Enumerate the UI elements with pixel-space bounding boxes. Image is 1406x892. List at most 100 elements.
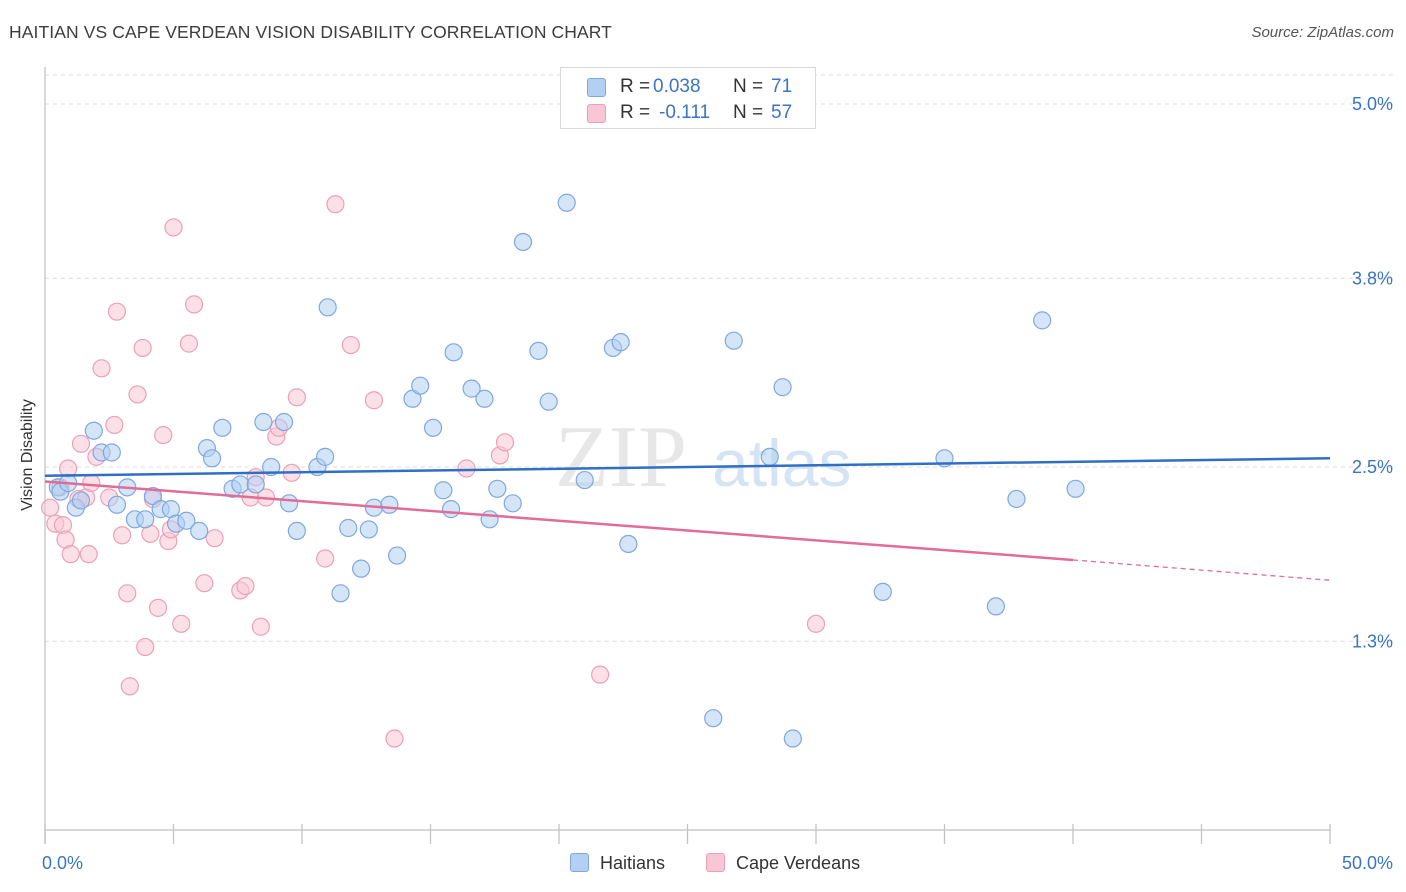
cape-verdeans-trend-extension [1072,559,1331,581]
axes [44,67,1331,844]
haitian-point [136,510,155,529]
cape-verdeans-legend-swatch [706,853,725,872]
cape-verdean-point [495,433,515,452]
cape-verdean-point [61,545,80,564]
haitian-point [1066,479,1085,498]
y-tick-label: 5.0% [1352,94,1393,114]
haitian-point [262,457,281,477]
cape-verdean-point [41,498,60,517]
haitian-point [387,546,407,565]
haitian-point [986,597,1006,616]
haitian-point [462,379,481,398]
haitian-point [783,729,802,748]
watermark-atlas: atlas [712,426,851,500]
cape-verdean-point [179,334,199,353]
cape-verdean-point [341,335,360,355]
source-label: Source: ZipAtlas.com [1251,24,1394,41]
trend-lines [44,457,1331,581]
haitian-point [760,447,779,466]
haitian-point [107,495,127,514]
cape-verdean-point [195,574,214,593]
cape-verdean-point [71,434,91,453]
n-label: N = [733,76,764,97]
haitian-point [503,494,522,513]
haitian-point [619,534,638,554]
watermark-zip: ZIP [555,409,687,506]
cape-verdean-point [118,584,137,603]
haitian-point [611,333,630,352]
n-value: 71 [771,76,793,97]
haitian-point [513,232,533,252]
haitian-point [480,510,499,529]
haitian-point [254,412,273,432]
haitian-point [475,389,494,408]
r-value: 0.038 [653,76,701,97]
cape-verdean-point [154,425,173,445]
y-tick-label: 2.5% [1352,457,1393,477]
cape-verdean-point [806,614,826,633]
haitian-point [246,475,265,494]
haitian-point [539,392,558,411]
haitian-point [380,495,399,514]
cape-verdean-point [364,391,384,410]
haitians-swatch [587,78,606,97]
x-tick-label-max: 50.0% [1342,853,1393,873]
haitian-point [71,491,91,510]
haitian-point [231,475,250,494]
cape-verdeans-points [41,195,826,748]
haitian-point [202,449,222,468]
haitian-point [444,343,463,362]
cape-verdean-point [236,576,255,596]
haitian-point [488,479,507,498]
haitian-point [287,521,306,541]
haitian-point [704,709,723,728]
haitian-point [274,412,294,432]
cape-verdean-point [251,617,270,636]
haitian-point [411,376,430,395]
cape-verdean-point [107,302,127,321]
cape-verdean-point [326,195,345,214]
haitians-points [48,193,1085,748]
watermark: ZIP atlas [555,409,851,506]
haitian-point [873,582,892,601]
chart-title: HAITIAN VS CAPE VERDEAN VISION DISABILIT… [9,22,612,42]
y-tick-label: 1.3% [1352,631,1393,651]
haitian-point [213,418,232,437]
haitian-point [1007,489,1026,509]
n-value: 57 [771,102,793,123]
haitian-point [724,331,743,350]
haitian-point [84,421,103,440]
y-axis-label: Vision Disability [19,399,36,511]
haitians-legend-label: Haitians [600,853,666,873]
n-label: N = [733,102,764,123]
haitian-point [359,520,378,539]
haitian-point [529,341,548,360]
cape-verdean-point [184,295,204,314]
cape-verdean-point [133,338,152,358]
cape-verdean-point [82,473,101,493]
haitian-point [102,443,121,462]
cape-verdean-point [136,637,155,657]
cape-verdean-point [172,614,191,633]
cape-verdean-point [316,549,335,568]
haitians-legend-swatch [570,853,589,872]
cape-verdean-point [120,677,139,696]
cape-verdean-point [148,598,168,617]
cape-verdean-point [205,529,224,548]
cape-verdean-point [128,385,147,404]
haitian-point [423,418,443,437]
haitian-point [318,298,337,317]
haitian-point [352,559,371,578]
haitian-point [575,470,594,490]
y-tick-label: 3.8% [1352,268,1393,288]
cape-verdean-point [287,388,306,407]
haitian-point [331,584,350,603]
tick-labels: 1.3% 2.5% 3.8% 5.0% 0.0% 50.0% [42,94,1393,873]
haitian-point [557,193,576,212]
haitians-trend-line [44,457,1331,477]
cape-verdean-point [105,415,124,435]
cape-verdean-point [591,665,610,684]
haitian-point [177,511,196,530]
r-label: R = [620,102,651,123]
